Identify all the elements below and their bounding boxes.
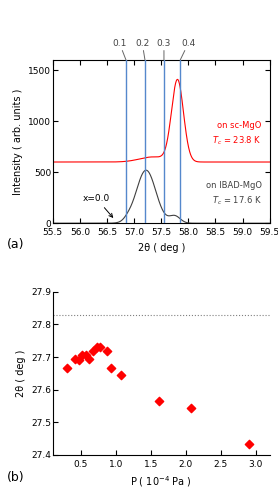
Point bbox=[64, 364, 69, 372]
Text: 0.1: 0.1 bbox=[112, 39, 127, 60]
Text: x=0.0: x=0.0 bbox=[83, 194, 113, 217]
Point bbox=[83, 352, 88, 360]
Point bbox=[73, 354, 78, 362]
Point bbox=[118, 371, 123, 379]
Text: 0.4: 0.4 bbox=[180, 39, 195, 60]
Text: (a): (a) bbox=[7, 238, 25, 250]
X-axis label: 2θ ( deg ): 2θ ( deg ) bbox=[138, 242, 185, 252]
Text: 0.2: 0.2 bbox=[135, 39, 149, 60]
Text: on IBAD-MgO
$T_c$ = 17.6 K: on IBAD-MgO $T_c$ = 17.6 K bbox=[205, 180, 262, 206]
Point bbox=[91, 346, 96, 354]
Point bbox=[247, 440, 251, 448]
Text: on sc-MgO
$T_c$ = 23.8 K: on sc-MgO $T_c$ = 23.8 K bbox=[212, 122, 262, 148]
Point bbox=[98, 344, 103, 351]
Text: 0.3: 0.3 bbox=[157, 39, 171, 60]
Point bbox=[188, 404, 193, 412]
Point bbox=[105, 346, 109, 354]
Y-axis label: 2θ ( deg ): 2θ ( deg ) bbox=[16, 350, 26, 397]
Point bbox=[77, 356, 82, 364]
Point bbox=[87, 354, 91, 362]
Point bbox=[109, 364, 113, 372]
Point bbox=[157, 398, 161, 406]
Text: (b): (b) bbox=[7, 471, 25, 484]
X-axis label: P ( 10$^{-4}$ Pa ): P ( 10$^{-4}$ Pa ) bbox=[130, 474, 192, 489]
Y-axis label: Intensity ( arb. units ): Intensity ( arb. units ) bbox=[13, 88, 23, 195]
Point bbox=[80, 352, 85, 360]
Point bbox=[95, 344, 99, 351]
